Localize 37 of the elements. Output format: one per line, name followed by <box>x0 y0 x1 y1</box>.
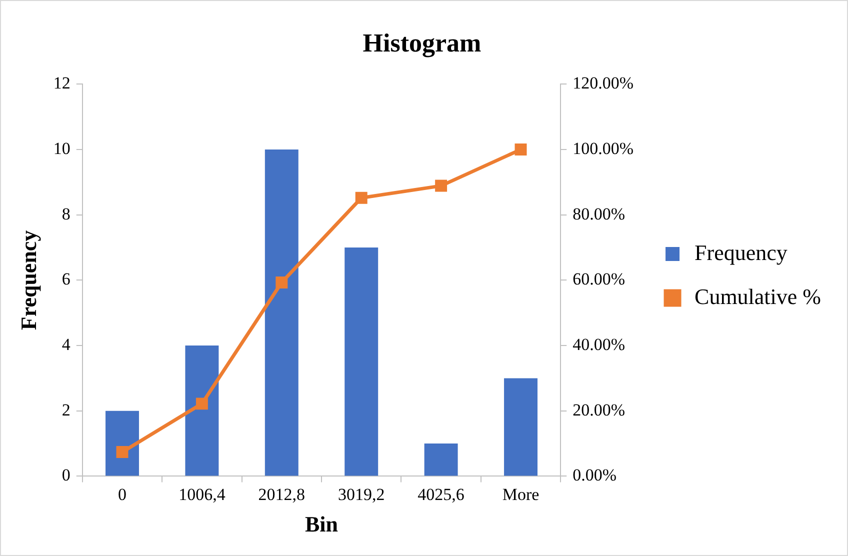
x-tick-label: 3019,2 <box>338 484 385 504</box>
bar <box>106 410 139 476</box>
bar <box>185 346 219 476</box>
y2-tick-label: 20.00% <box>572 400 626 420</box>
y-tick-label: 10 <box>53 139 70 158</box>
y2-tick-label: 120.00% <box>572 74 634 93</box>
x-axis-title: Bin <box>304 511 338 536</box>
x-tick-label: 1006,4 <box>178 484 226 504</box>
y-tick-label: 2 <box>62 400 70 420</box>
point <box>355 192 368 204</box>
y-tick-label: 0 <box>62 466 70 485</box>
point <box>196 398 208 410</box>
y2-tick-label: 100.00% <box>572 139 634 158</box>
point <box>514 144 527 156</box>
point <box>276 276 288 288</box>
bar <box>344 248 378 476</box>
y-axis-title: Frequency <box>16 230 41 330</box>
x-tick-label: 4025,6 <box>418 484 464 504</box>
point <box>435 180 448 192</box>
y-tick-label: 4 <box>62 335 71 354</box>
chart-title: Histogram <box>362 28 482 58</box>
y2-tick-label: 60.00% <box>572 270 626 289</box>
y2-tick-label: 40.00% <box>572 335 626 354</box>
x-tick-label: 0 <box>118 484 126 504</box>
y-tick-label: 8 <box>62 204 70 224</box>
y-tick-label: 6 <box>62 270 70 289</box>
bar <box>424 444 458 476</box>
bar <box>504 378 538 476</box>
y2-tick-label: 0.00% <box>572 466 617 485</box>
y-tick-label: 12 <box>53 74 70 93</box>
x-tick-label: 2012,8 <box>258 484 306 504</box>
x-tick-label: More <box>502 484 540 504</box>
bar <box>264 150 298 476</box>
legend-label: Frequency <box>694 240 788 265</box>
legend-label: Cumulative % <box>694 284 822 309</box>
y2-tick-label: 80.00% <box>572 204 626 224</box>
point <box>116 446 128 458</box>
